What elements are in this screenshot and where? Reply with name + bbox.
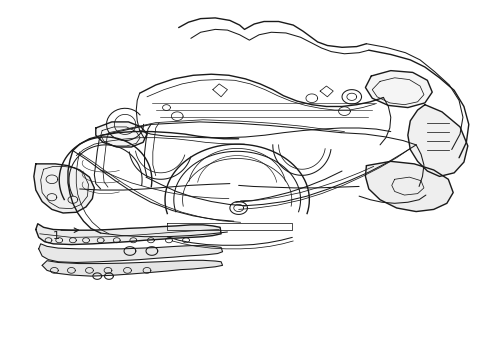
Polygon shape	[365, 71, 431, 108]
Polygon shape	[96, 122, 147, 147]
Polygon shape	[42, 260, 222, 276]
Text: 1: 1	[53, 231, 60, 240]
Polygon shape	[39, 244, 222, 262]
Polygon shape	[34, 164, 94, 213]
Polygon shape	[407, 105, 467, 176]
Polygon shape	[365, 161, 452, 212]
Polygon shape	[36, 224, 221, 244]
